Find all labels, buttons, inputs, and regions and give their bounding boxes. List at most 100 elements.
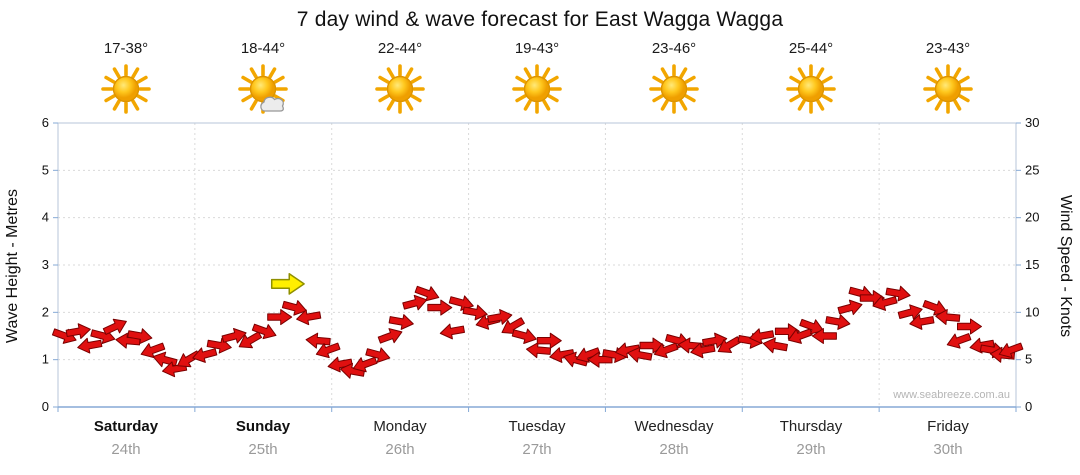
wind-arrow: [296, 309, 322, 326]
wave-tick-label: 4: [42, 210, 49, 225]
wind-arrow: [536, 332, 562, 349]
axis-ticks: 0 1 2 3 4 5 6 0 5 10 15 20 25 30: [42, 115, 1040, 414]
highlight-wind-arrow: [270, 273, 305, 295]
wind-arrow: [281, 300, 307, 316]
wind-arrow: [251, 323, 277, 340]
sunny-icon: [649, 64, 699, 114]
wind-arrow: [998, 342, 1024, 359]
wind-arrow: [77, 337, 103, 354]
wind-arrow: [487, 309, 513, 325]
wave-tick-label: 1: [42, 352, 49, 367]
wind-arrow: [525, 342, 552, 359]
wave-tick-label: 6: [42, 115, 49, 130]
wave-tick-label: 0: [42, 399, 49, 414]
day-date: 25th: [248, 441, 278, 458]
weather-icon: [646, 64, 702, 116]
day-date: 26th: [385, 441, 415, 458]
wave-tick-label: 5: [42, 162, 49, 177]
wind-arrow: [388, 314, 414, 330]
day-date: 24th: [111, 441, 141, 458]
day-name: Wednesday: [634, 418, 714, 435]
wind-arrow: [897, 304, 923, 320]
day-date: 27th: [522, 441, 552, 458]
cloud-icon: [260, 96, 284, 112]
day-temp: 18-44°: [240, 40, 286, 57]
wind-arrow: [65, 323, 91, 340]
wind-arrow: [872, 295, 898, 311]
sunny-icon: [786, 64, 836, 114]
weather-icon: [372, 64, 428, 116]
wind-arrow: [102, 318, 127, 335]
day-temp: 23-46°: [651, 40, 697, 57]
day-date: 29th: [796, 441, 826, 458]
day-name: Sunday: [235, 418, 291, 435]
day-temp: 17-38°: [103, 40, 149, 57]
wind-arrow: [627, 346, 653, 363]
weather-icon: [920, 64, 976, 116]
knots-tick-label: 5: [1025, 352, 1032, 367]
day-temp: 19-43°: [514, 40, 560, 57]
sunny-icon: [512, 64, 562, 114]
wind-arrow: [439, 323, 465, 340]
day-name: Saturday: [93, 418, 159, 435]
sunny-icon: [101, 64, 151, 114]
wind-arrow: [762, 337, 788, 354]
day-date: 30th: [933, 441, 963, 458]
wind-arrow: [549, 347, 575, 363]
page-title: 7 day wind & wave forecast for East Wagg…: [296, 8, 784, 31]
wind-arrow: [352, 356, 378, 373]
wind-arrow: [799, 318, 824, 335]
wind-arrows: [51, 273, 1024, 379]
wind-arrow: [177, 350, 201, 368]
wind-arrow: [575, 347, 601, 363]
day-name: Friday: [927, 418, 969, 435]
day-name: Thursday: [779, 418, 843, 435]
wind-arrow: [414, 285, 440, 302]
knots-tick-label: 10: [1025, 304, 1039, 319]
wind-arrow: [511, 328, 537, 345]
wind-arrow: [909, 314, 935, 330]
wind-speed-axis-label: Wind Speed - Knots: [1057, 194, 1074, 338]
knots-tick-label: 25: [1025, 162, 1039, 177]
wind-arrow: [811, 328, 837, 344]
knots-tick-label: 15: [1025, 257, 1039, 272]
wind-arrow: [427, 299, 453, 316]
wind-arrow: [238, 331, 263, 349]
weather-icon: [783, 64, 839, 116]
wave-tick-label: 3: [42, 257, 49, 272]
wind-arrow: [315, 342, 341, 359]
wind-arrow: [462, 304, 488, 321]
wind-arrow: [365, 347, 391, 363]
weather-icon: [98, 64, 154, 116]
gridlines: [58, 123, 1016, 407]
knots-tick-label: 30: [1025, 115, 1039, 130]
weather-icon: [509, 64, 565, 116]
wind-arrow: [221, 327, 247, 344]
wind-arrow: [690, 342, 716, 359]
wind-arrow: [402, 294, 428, 311]
partly-cloudy-icon: [238, 64, 288, 114]
day-date: 28th: [659, 441, 689, 458]
wind-arrow: [267, 309, 293, 326]
day-temp: 22-44°: [377, 40, 423, 57]
wind-arrow: [935, 309, 961, 325]
wind-arrow: [614, 342, 641, 359]
wind-arrow: [140, 342, 166, 359]
plot-frame: [57, 122, 1017, 408]
day-temp: 23-43°: [925, 40, 971, 57]
knots-tick-label: 20: [1025, 210, 1039, 225]
day-name: Monday: [373, 418, 427, 435]
sunny-icon: [923, 64, 973, 114]
wind-arrow: [749, 328, 775, 345]
day-name: Tuesday: [508, 418, 566, 435]
wind-arrow: [127, 328, 153, 345]
wave-height-axis-label: Wave Height - Metres: [4, 188, 21, 344]
wind-arrow: [788, 328, 813, 344]
weather-icon: [235, 64, 291, 116]
wind-arrow: [653, 342, 679, 359]
wind-arrow: [825, 314, 851, 330]
wind-arrow: [946, 333, 972, 349]
wind-arrow: [837, 299, 863, 316]
wind-arrow: [327, 356, 353, 373]
